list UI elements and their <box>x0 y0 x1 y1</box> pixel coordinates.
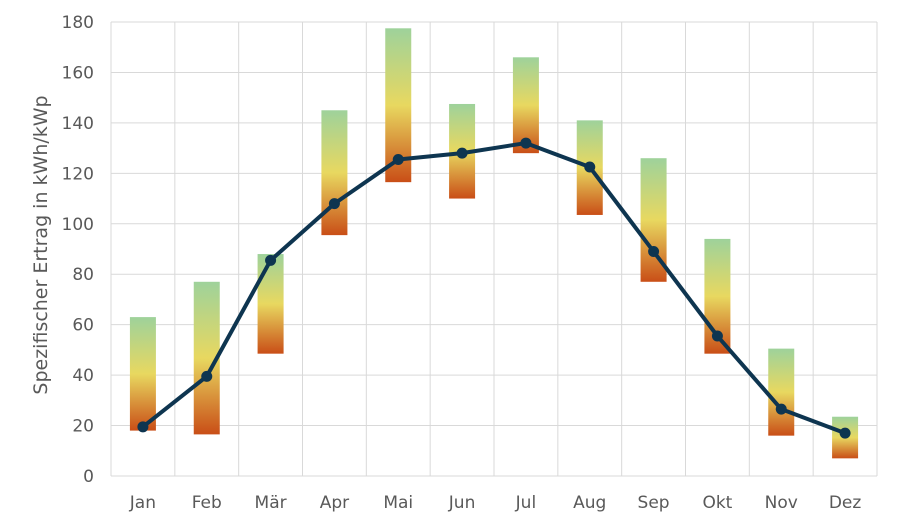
x-tick-label: Feb <box>192 493 222 513</box>
range-bar <box>768 348 795 436</box>
y-tick-label: 80 <box>72 265 94 285</box>
x-tick-labels: Jan Feb Mär Apr Mai Jun Jul Aug Sep Okt Nov Dez <box>129 493 862 513</box>
series-line <box>141 141 846 435</box>
y-tick-label: 140 <box>62 114 94 134</box>
data-point <box>201 370 213 382</box>
x-tick-label: Okt <box>702 493 732 513</box>
x-tick-label: Dez <box>829 493 862 513</box>
data-point <box>775 403 787 415</box>
range-bars <box>129 28 859 459</box>
series-markers <box>137 137 851 439</box>
series-line-path <box>141 141 846 435</box>
data-point <box>648 246 660 258</box>
y-tick-label: 160 <box>62 63 94 83</box>
x-tick-label: Jun <box>448 493 476 513</box>
data-point <box>328 198 340 210</box>
grid <box>110 21 878 477</box>
y-axis-title: Spezifischer Ertrag in kWh/kWp <box>30 95 52 394</box>
x-tick-label: Aug <box>573 493 606 513</box>
y-tick-label: 100 <box>62 215 94 235</box>
x-tick-label: Apr <box>320 493 349 513</box>
data-point <box>392 153 404 165</box>
y-tick-label: 40 <box>72 366 94 386</box>
x-tick-label: Mär <box>255 493 287 513</box>
y-tick-label: 180 <box>62 13 94 33</box>
data-point <box>711 330 723 342</box>
data-point <box>265 254 277 266</box>
y-tick-label: 120 <box>62 164 94 184</box>
range-bar <box>257 254 284 354</box>
data-point <box>839 427 851 439</box>
y-tick-labels: 0 20 40 60 80 100 120 140 160 180 <box>62 13 94 487</box>
data-point <box>456 147 468 159</box>
x-tick-label: Sep <box>638 493 670 513</box>
y-tick-label: 60 <box>72 316 94 336</box>
x-tick-label: Mai <box>383 493 413 513</box>
data-point <box>584 161 596 173</box>
range-bar <box>512 57 539 154</box>
y-tick-label: 20 <box>72 417 94 437</box>
data-point <box>520 137 532 149</box>
data-point <box>137 421 149 433</box>
x-tick-label: Nov <box>765 493 798 513</box>
range-bar <box>129 317 156 431</box>
range-bar <box>321 110 348 236</box>
y-tick-label: 0 <box>83 467 94 487</box>
x-tick-label: Jan <box>129 493 156 513</box>
x-tick-label: Jul <box>515 493 537 513</box>
